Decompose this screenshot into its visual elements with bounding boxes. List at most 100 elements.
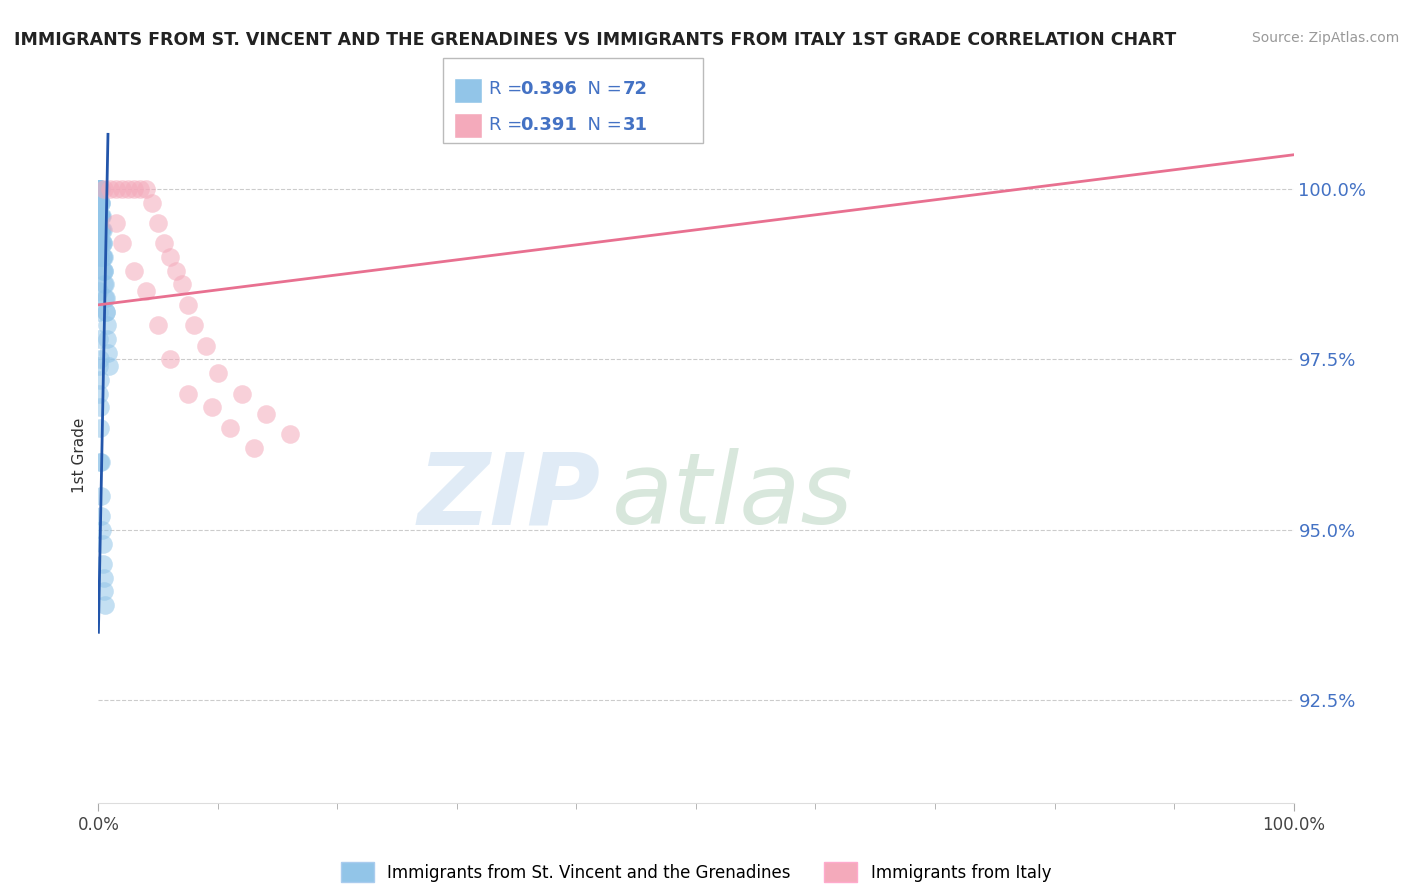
Point bbox=[89, 209, 111, 223]
Point bbox=[93, 250, 115, 264]
Point bbox=[96, 318, 118, 333]
Point bbox=[90, 209, 112, 223]
Text: R =: R = bbox=[489, 80, 529, 98]
Point bbox=[90, 236, 112, 251]
Point bbox=[148, 216, 170, 230]
Point bbox=[111, 182, 134, 196]
Point bbox=[89, 250, 111, 264]
Point bbox=[98, 182, 122, 196]
Point bbox=[90, 223, 112, 237]
Point bbox=[91, 223, 114, 237]
Point bbox=[89, 455, 111, 469]
Text: N =: N = bbox=[576, 80, 628, 98]
Point bbox=[96, 304, 118, 318]
Point bbox=[87, 182, 110, 196]
Point bbox=[135, 182, 157, 196]
Point bbox=[91, 557, 114, 571]
Point bbox=[97, 359, 120, 374]
Point bbox=[94, 277, 117, 292]
Text: 31: 31 bbox=[623, 116, 648, 134]
Point bbox=[254, 407, 277, 421]
Point bbox=[90, 223, 112, 237]
Text: 0.396: 0.396 bbox=[520, 80, 576, 98]
Text: N =: N = bbox=[576, 116, 628, 134]
Point bbox=[89, 182, 111, 196]
Point bbox=[91, 250, 114, 264]
Point bbox=[94, 291, 117, 305]
Point bbox=[97, 345, 120, 359]
Point bbox=[194, 339, 217, 353]
Point bbox=[91, 236, 114, 251]
Point bbox=[278, 427, 301, 442]
Point bbox=[153, 236, 176, 251]
Point bbox=[90, 195, 112, 210]
Point bbox=[91, 209, 114, 223]
Text: atlas: atlas bbox=[612, 448, 853, 545]
Point bbox=[89, 420, 111, 434]
Point bbox=[129, 182, 152, 196]
Y-axis label: 1st Grade: 1st Grade bbox=[72, 417, 87, 492]
Point bbox=[165, 264, 187, 278]
Point bbox=[91, 223, 114, 237]
Point bbox=[105, 216, 128, 230]
Point bbox=[90, 509, 112, 524]
Point bbox=[87, 304, 110, 318]
Point bbox=[87, 182, 110, 196]
Point bbox=[89, 250, 111, 264]
Point bbox=[105, 182, 128, 196]
Text: Source: ZipAtlas.com: Source: ZipAtlas.com bbox=[1251, 31, 1399, 45]
Point bbox=[93, 571, 115, 585]
Point bbox=[87, 236, 110, 251]
Point bbox=[135, 284, 157, 298]
Text: IMMIGRANTS FROM ST. VINCENT AND THE GRENADINES VS IMMIGRANTS FROM ITALY 1ST GRAD: IMMIGRANTS FROM ST. VINCENT AND THE GREN… bbox=[14, 31, 1177, 49]
Point bbox=[90, 489, 112, 503]
Point bbox=[91, 250, 114, 264]
Point bbox=[177, 386, 200, 401]
Point bbox=[89, 236, 111, 251]
Point bbox=[89, 223, 111, 237]
Point bbox=[87, 195, 110, 210]
Point bbox=[89, 223, 111, 237]
Point bbox=[87, 209, 110, 223]
Point bbox=[124, 264, 146, 278]
Point bbox=[90, 236, 112, 251]
Point bbox=[89, 195, 111, 210]
Point bbox=[159, 352, 181, 367]
Text: R =: R = bbox=[489, 116, 529, 134]
Point bbox=[242, 441, 264, 455]
Point bbox=[94, 304, 117, 318]
Point bbox=[91, 523, 114, 537]
Point bbox=[87, 182, 110, 196]
Point bbox=[183, 318, 205, 333]
Point bbox=[89, 182, 111, 196]
Point bbox=[93, 182, 115, 196]
Legend: Immigrants from St. Vincent and the Grenadines, Immigrants from Italy: Immigrants from St. Vincent and the Gren… bbox=[335, 855, 1057, 888]
Point bbox=[94, 291, 117, 305]
Point bbox=[159, 250, 181, 264]
Point bbox=[90, 455, 112, 469]
Point bbox=[117, 182, 139, 196]
Point bbox=[94, 598, 117, 612]
Point bbox=[87, 182, 110, 196]
Point bbox=[89, 236, 111, 251]
Point bbox=[93, 277, 115, 292]
Point bbox=[219, 420, 242, 434]
Point bbox=[124, 182, 146, 196]
Point bbox=[148, 318, 170, 333]
Point bbox=[91, 536, 114, 550]
Point bbox=[90, 195, 112, 210]
Point bbox=[89, 209, 111, 223]
Point bbox=[231, 386, 253, 401]
Point bbox=[93, 264, 115, 278]
Point bbox=[91, 264, 114, 278]
Point bbox=[87, 182, 110, 196]
Point bbox=[141, 195, 163, 210]
Point bbox=[89, 195, 111, 210]
Point bbox=[93, 264, 115, 278]
Point bbox=[172, 277, 194, 292]
Point bbox=[87, 332, 110, 346]
Point bbox=[89, 182, 111, 196]
Point bbox=[96, 332, 118, 346]
Point bbox=[207, 366, 229, 380]
Point bbox=[89, 400, 111, 414]
